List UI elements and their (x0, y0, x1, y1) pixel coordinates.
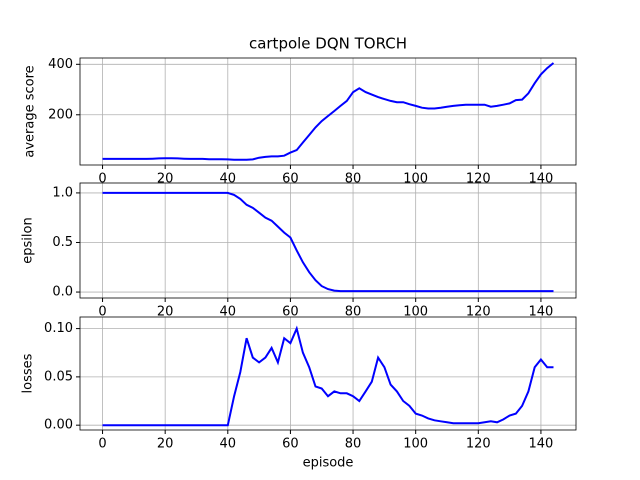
data-line (102, 191, 554, 293)
y-tick-label: 400 (48, 57, 73, 72)
y-axis-label: losses (21, 353, 36, 393)
x-tick-label: 140 (529, 305, 554, 320)
y-tick-label: 200 (48, 107, 73, 122)
y-axis-label: average score (23, 65, 38, 157)
x-tick-label: 120 (466, 305, 491, 320)
y-tick-label: 0.5 (52, 235, 73, 250)
y-tick-label: 0.10 (44, 321, 73, 336)
x-tick-label: 60 (282, 437, 299, 452)
x-tick-label: 0 (98, 305, 106, 320)
x-tick-label: 0 (98, 172, 106, 187)
x-tick-label: 100 (403, 305, 428, 320)
x-axis-label: episode (303, 456, 354, 471)
x-tick-label: 20 (157, 305, 174, 320)
y-tick-label: 0.00 (44, 418, 73, 433)
x-tick-label: 20 (157, 437, 174, 452)
y-tick-label: 0.05 (44, 369, 73, 384)
x-tick-label: 40 (220, 305, 237, 320)
y-tick-label: 0.0 (52, 285, 73, 300)
x-tick-label: 40 (220, 437, 237, 452)
axes-frame (79, 57, 577, 166)
x-tick-label: 80 (345, 305, 362, 320)
plot-area (80, 317, 576, 430)
plot-area (80, 183, 576, 298)
data-line (102, 62, 555, 161)
x-tick-label: 0 (98, 437, 106, 452)
y-axis-label: epsilon (21, 217, 36, 263)
x-tick-label: 60 (282, 305, 299, 320)
y-tick-label: 1.0 (52, 185, 73, 200)
plot-area (80, 58, 576, 165)
x-tick-label: 100 (403, 437, 428, 452)
axes-frame (79, 316, 577, 431)
axes-frame (79, 182, 577, 299)
x-tick-label: 80 (345, 437, 362, 452)
chart-title: cartpole DQN TORCH (249, 35, 407, 53)
x-tick-label: 120 (466, 437, 491, 452)
x-tick-label: 140 (529, 437, 554, 452)
data-line (102, 325, 554, 427)
